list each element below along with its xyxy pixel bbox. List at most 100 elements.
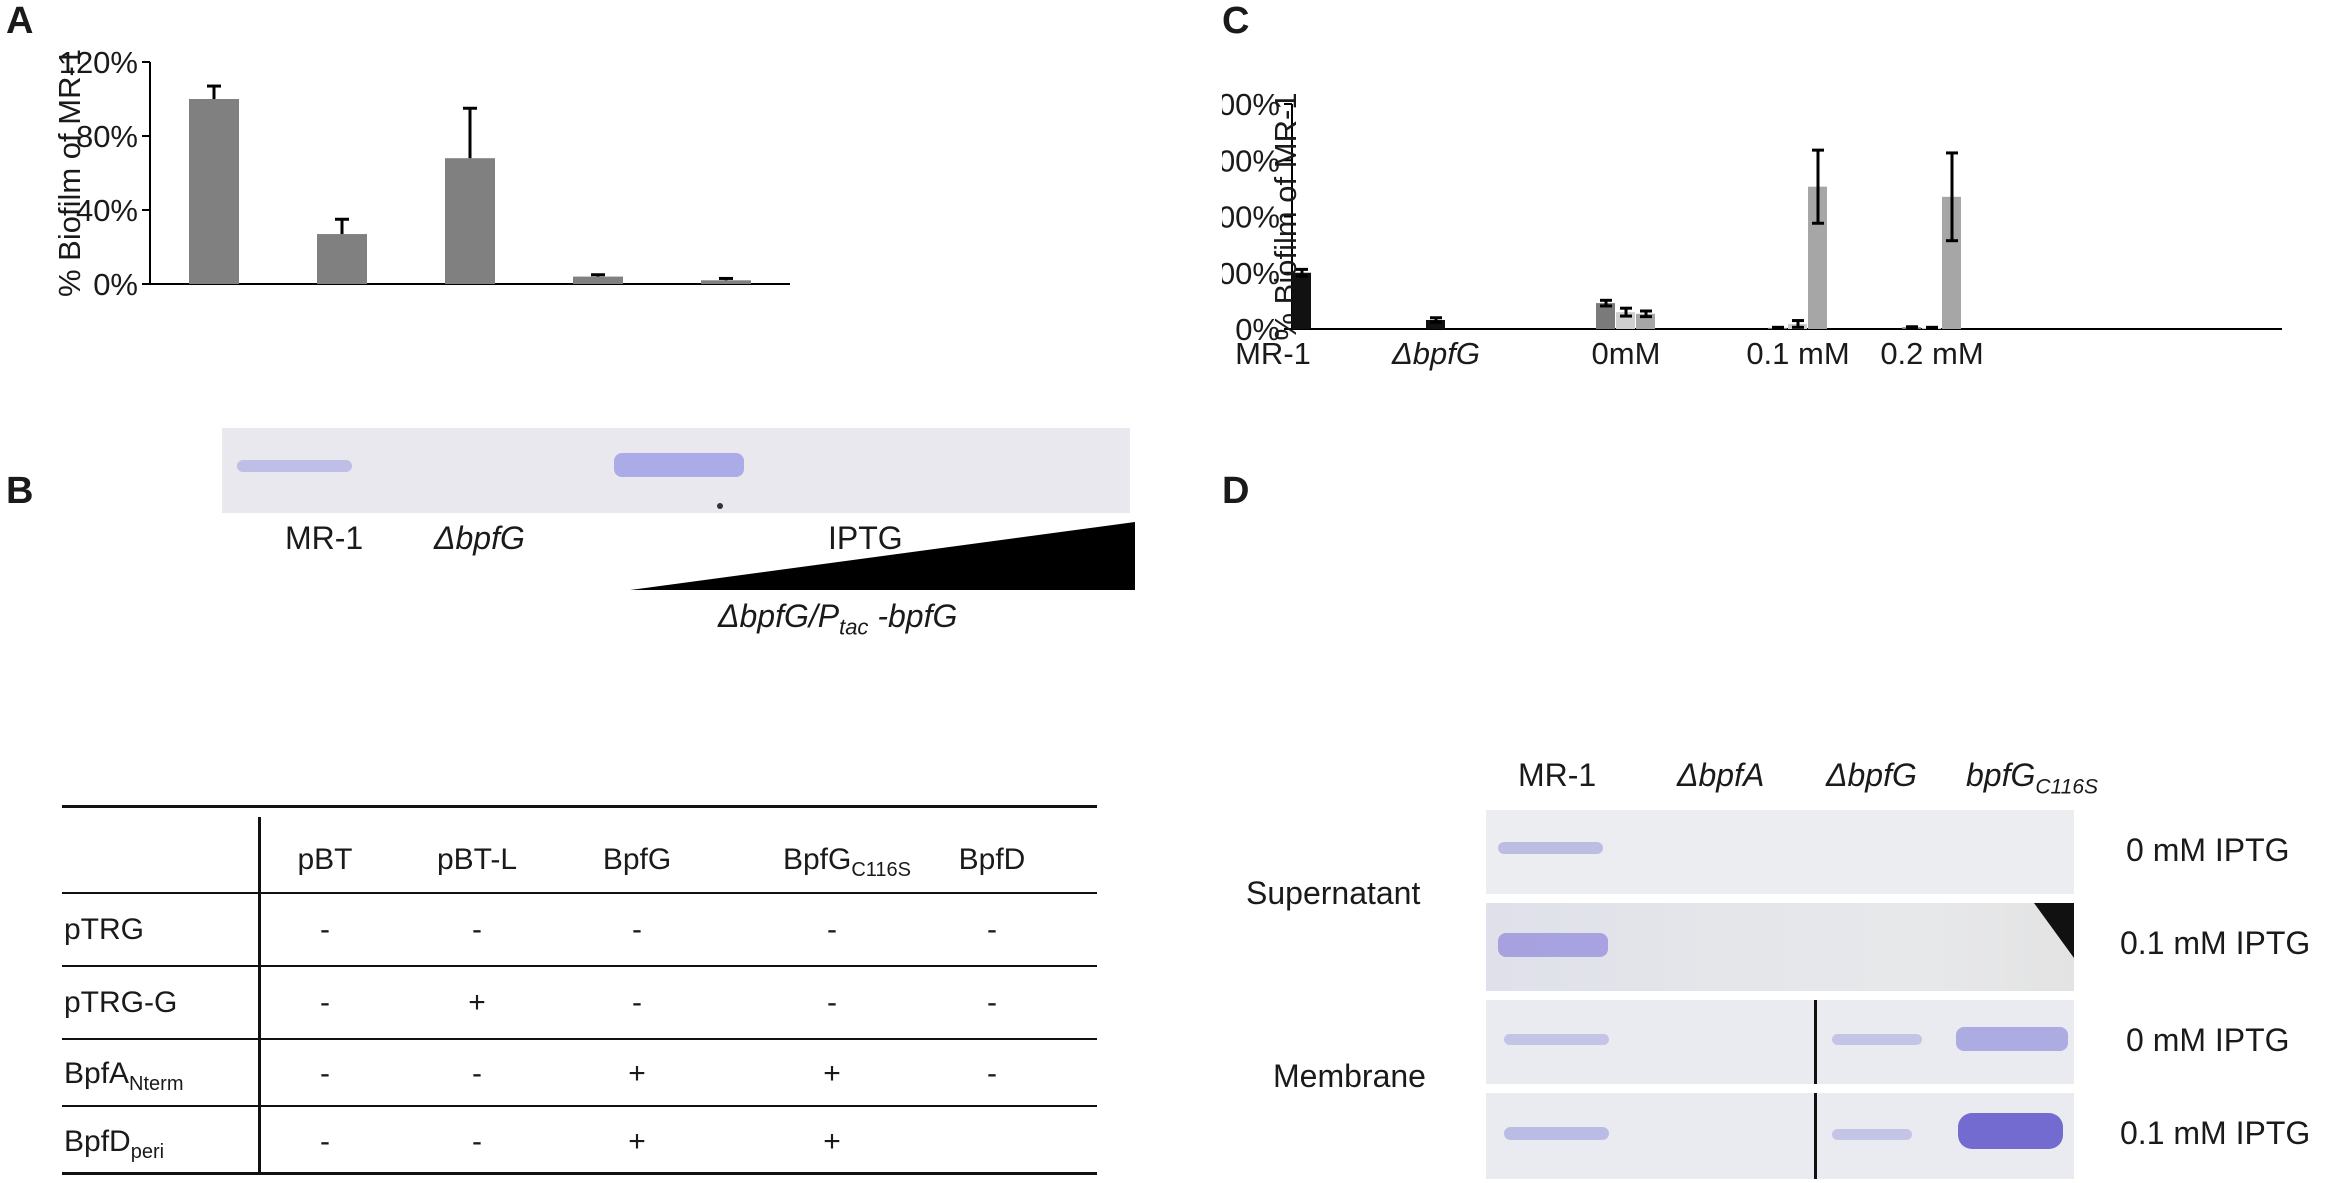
table-row-rule: [62, 965, 1097, 967]
y-tick-label: 120%: [59, 45, 138, 80]
table-cell: -: [472, 913, 482, 946]
bar: [189, 99, 239, 284]
table-bottom-rule: [62, 1172, 1097, 1175]
lane-label-main: bpfG: [1966, 757, 2036, 793]
table-cell: -: [987, 913, 997, 946]
gel-speck: [717, 503, 723, 509]
y-tick-label: 400%: [1222, 87, 1280, 122]
y-tick-label: 300%: [1222, 143, 1280, 178]
strain-label: ΔbpfG/Ptac -bpfG: [718, 598, 957, 640]
table-row-rule: [62, 1105, 1097, 1107]
table-cell: -: [827, 913, 837, 946]
table-cell: -: [987, 1057, 997, 1090]
gel-strip-a: [222, 428, 1130, 513]
x-tick-label: 0.2 mM: [1880, 336, 1983, 371]
bar: [317, 234, 367, 284]
xlabel-mr1: MR-1: [285, 520, 364, 556]
table-cell: +: [468, 986, 486, 1019]
y-tick-label: 100%: [1222, 256, 1280, 291]
col-header: BpfD: [958, 843, 1026, 876]
strain-label-main: ΔbpfG/P: [718, 598, 840, 634]
col-header-main: BpfG: [782, 843, 852, 876]
y-tick-label: 200%: [1222, 200, 1280, 235]
table-cell: -: [320, 1125, 330, 1158]
row-label: pTRG-G: [64, 986, 178, 1019]
gel-corner-artifact: [2034, 903, 2074, 958]
table-row-rule: [62, 1038, 1097, 1040]
table-cell: +: [823, 1125, 841, 1158]
bar: [445, 158, 495, 284]
lane-label: MR-1: [1518, 757, 1597, 793]
group-label-supernatant: Supernatant: [1246, 875, 1421, 911]
lane-label-sub: C116S: [2035, 775, 2099, 799]
x-tick-label: ΔbpfG: [1391, 336, 1480, 371]
lane-label: ΔbpfA: [1677, 757, 1765, 793]
table-cell: +: [823, 1057, 841, 1090]
iptg-label: IPTG: [828, 520, 903, 556]
gel-strip-supernatant-01mm: [1486, 903, 2074, 991]
y-tick-label: 0%: [93, 267, 138, 302]
row-label-sub: peri: [130, 1141, 165, 1163]
xlabel-bpfg: ΔbpfG: [434, 520, 525, 556]
x-tick-label: 0.1 mM: [1746, 336, 1849, 371]
interaction-table: pBT pBT-L BpfG BpfGC116S BpfD pTRG - - -…: [62, 805, 1097, 1175]
gel-band: [1504, 1127, 1609, 1140]
row-label: pTRG: [64, 913, 145, 946]
strain-label-sub: tac: [839, 614, 869, 640]
col-header: pBT-L: [436, 843, 518, 876]
x-tick-label: MR-1: [1235, 336, 1311, 371]
col-header: BpfGC116S: [782, 843, 912, 882]
table-cell: -: [987, 986, 997, 1019]
row-label: BpfANterm: [64, 1057, 184, 1096]
bar: [1596, 303, 1615, 329]
gel-band: [1832, 1129, 1912, 1140]
bar: [573, 276, 623, 284]
chart-c: 0%100%200%300%400%% Biofilm of MR-1MR-1Δ…: [1222, 87, 2282, 371]
chart-a: 0% 40% 80% 120%% Biofilm of MR-1: [52, 45, 790, 302]
gel-strip-membrane-0mm: [1486, 1000, 2074, 1084]
gel-band: [237, 460, 352, 472]
condition-label: 0.1 mM IPTG: [2120, 925, 2311, 961]
gel-band: [1498, 933, 1608, 957]
gel-band: [614, 453, 744, 477]
col-header: pBT: [297, 843, 353, 876]
group-label-membrane: Membrane: [1273, 1058, 1426, 1094]
bar: [1426, 320, 1445, 329]
col-header: BpfG: [602, 843, 672, 876]
condition-label: 0 mM IPTG: [2126, 1022, 2290, 1058]
y-tick-label: 40%: [76, 193, 138, 228]
gel-band: [1504, 1034, 1609, 1045]
table-cell: +: [628, 1125, 646, 1158]
y-axis-label: % Biofilm of MR-1: [52, 49, 87, 297]
table-cell: -: [320, 1057, 330, 1090]
table-column-rule: [258, 817, 261, 1172]
gel-band: [1498, 842, 1603, 854]
condition-label: 0.1 mM IPTG: [2120, 1115, 2311, 1151]
x-tick-label: 0mM: [1592, 336, 1661, 371]
table-cell: -: [827, 986, 837, 1019]
gel-splice-line: [1814, 1093, 1817, 1179]
table-cell: -: [632, 913, 642, 946]
row-label-main: BpfD: [64, 1125, 131, 1158]
row-label-sub: Nterm: [129, 1073, 184, 1095]
bar: [1942, 196, 1961, 329]
y-tick-label: 80%: [76, 119, 138, 154]
condition-label: 0 mM IPTG: [2126, 832, 2290, 868]
table-cell: -: [320, 913, 330, 946]
col-header-sub: C116S: [851, 859, 912, 881]
panel-label-a: A: [6, 0, 34, 42]
panel-label-d: D: [1222, 470, 1250, 512]
table-cell: -: [472, 1125, 482, 1158]
table-cell: +: [628, 1057, 646, 1090]
gel-band: [1832, 1034, 1922, 1045]
lane-label: bpfGC116S: [1966, 757, 2098, 799]
gel-splice-line: [1814, 1000, 1817, 1084]
gel-band: [1958, 1113, 2063, 1149]
table-cell: -: [472, 1057, 482, 1090]
gel-strip-membrane-01mm: [1486, 1093, 2074, 1179]
table-cell: -: [320, 986, 330, 1019]
row-label-main: BpfA: [64, 1057, 130, 1090]
y-tick-label: 0%: [1235, 312, 1280, 347]
panel-label-b: B: [6, 470, 34, 512]
strain-label-tail: -bpfG: [868, 598, 958, 634]
